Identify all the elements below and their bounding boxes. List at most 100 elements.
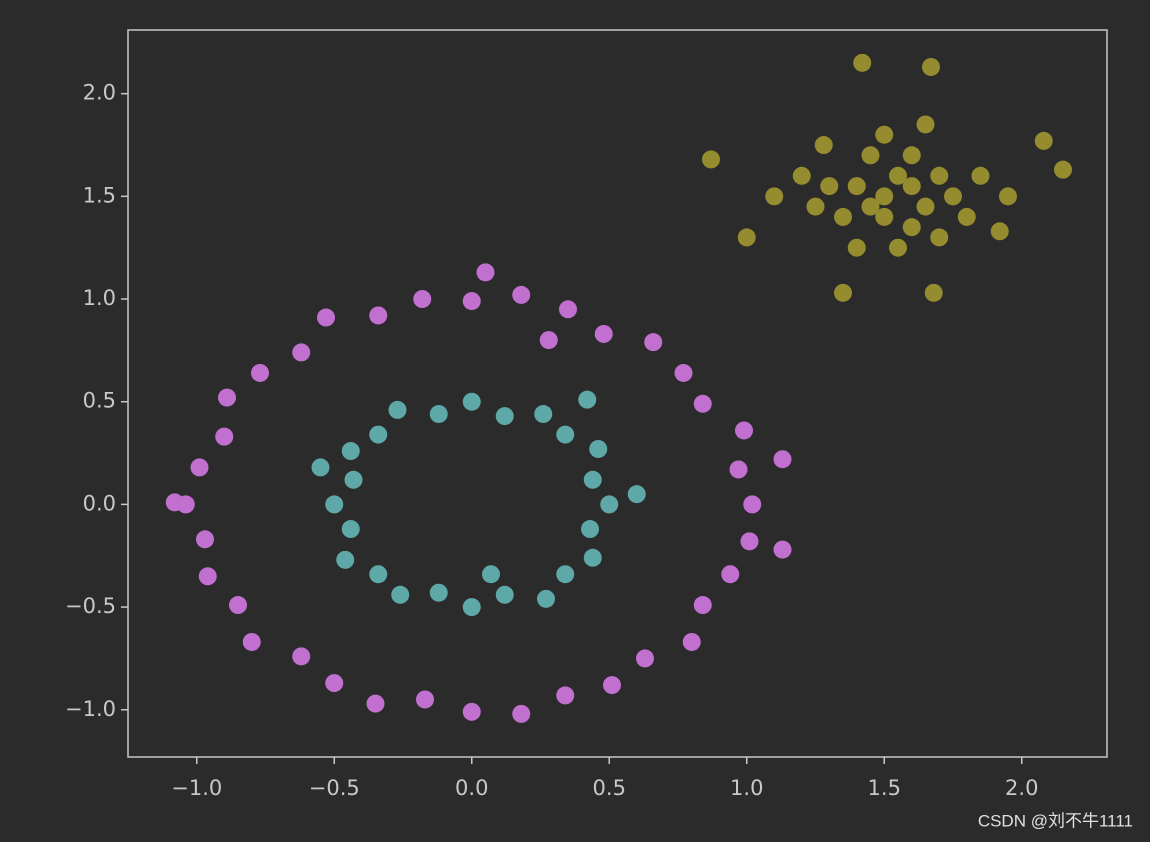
y-tick-label: 1.0	[83, 286, 116, 310]
point	[583, 470, 602, 489]
point	[218, 388, 236, 407]
watermark: CSDN @刘不牛1111	[978, 811, 1133, 830]
point	[627, 485, 646, 504]
point	[336, 550, 355, 569]
point	[242, 632, 261, 651]
point	[806, 197, 825, 216]
point	[578, 390, 597, 409]
point	[196, 530, 214, 549]
point	[916, 197, 935, 216]
point	[581, 520, 599, 539]
point	[693, 596, 712, 615]
x-tick-label: −0.5	[309, 776, 360, 800]
point	[482, 565, 500, 584]
x-tick-label: 1.0	[730, 776, 763, 800]
point	[462, 702, 481, 721]
point	[902, 177, 921, 196]
x-tick-label: 1.5	[868, 776, 901, 800]
point	[341, 442, 360, 461]
point	[589, 439, 608, 458]
point	[765, 187, 784, 206]
point	[534, 405, 553, 424]
point	[1054, 160, 1072, 179]
point	[922, 57, 940, 76]
point	[944, 187, 962, 206]
point	[537, 589, 555, 608]
point	[369, 425, 388, 444]
point	[820, 177, 839, 196]
point	[636, 649, 654, 668]
point	[512, 285, 531, 304]
point	[539, 331, 558, 350]
point	[861, 146, 880, 165]
point	[369, 306, 388, 325]
point	[165, 493, 184, 512]
point	[773, 540, 792, 559]
point	[413, 290, 432, 309]
point	[740, 532, 759, 551]
point	[834, 207, 852, 226]
point	[429, 405, 448, 424]
point	[889, 166, 907, 185]
point	[847, 177, 866, 196]
x-tick-label: 0.0	[455, 776, 488, 800]
point	[495, 585, 514, 604]
point	[366, 694, 385, 713]
point	[875, 125, 894, 144]
point	[875, 187, 894, 206]
point	[999, 187, 1017, 206]
point	[341, 520, 360, 539]
point	[674, 363, 693, 382]
y-tick-label: 0.0	[83, 491, 116, 515]
point	[957, 207, 976, 226]
point	[644, 333, 663, 352]
point	[875, 207, 894, 226]
y-tick-label: 0.5	[83, 389, 116, 413]
point	[559, 300, 577, 319]
y-tick-label: −0.5	[65, 594, 116, 618]
point	[311, 458, 330, 477]
point	[190, 458, 209, 477]
point	[834, 283, 852, 302]
x-tick-label: 0.5	[593, 776, 626, 800]
point	[603, 676, 621, 695]
point	[930, 166, 949, 185]
point	[462, 598, 481, 617]
point	[215, 427, 234, 446]
point	[495, 407, 514, 426]
point	[735, 421, 753, 440]
point	[682, 632, 701, 651]
point	[198, 567, 217, 586]
point	[416, 690, 434, 709]
point	[971, 166, 990, 185]
point	[594, 324, 613, 343]
point	[861, 197, 880, 216]
point	[429, 583, 448, 602]
point	[902, 218, 921, 237]
point	[853, 53, 872, 72]
point	[583, 548, 602, 567]
point	[388, 400, 407, 419]
point	[325, 495, 344, 514]
point	[902, 146, 921, 165]
plot-frame	[127, 29, 1108, 758]
point	[556, 425, 575, 444]
point	[814, 136, 833, 155]
point	[1034, 131, 1053, 150]
point	[930, 228, 949, 247]
point	[229, 596, 247, 615]
point	[317, 308, 335, 327]
point	[292, 647, 311, 666]
point	[462, 392, 481, 411]
point	[916, 115, 935, 134]
point	[721, 565, 740, 584]
point	[556, 686, 575, 705]
point	[729, 460, 748, 479]
point	[292, 343, 311, 362]
point	[737, 228, 756, 247]
point	[251, 363, 269, 382]
point	[476, 263, 495, 282]
